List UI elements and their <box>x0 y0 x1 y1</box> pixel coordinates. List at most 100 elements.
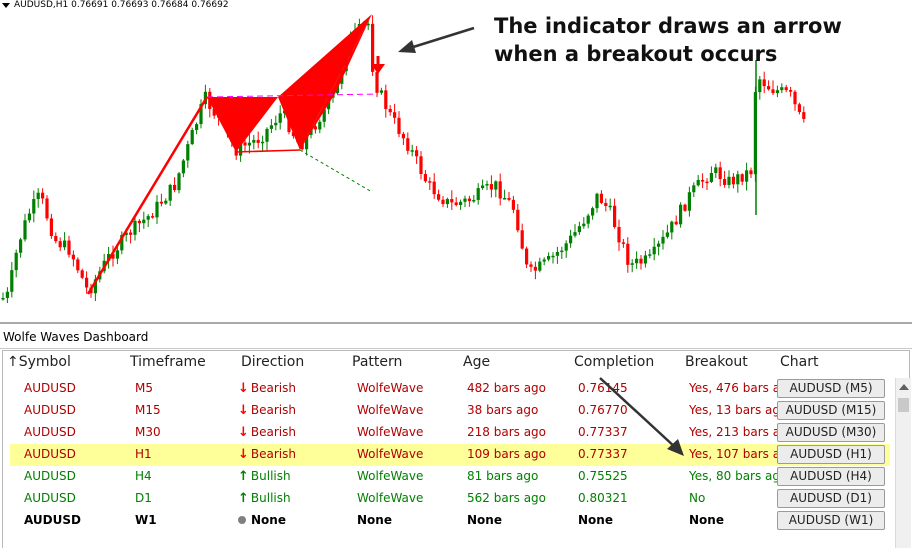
wolfe-waves-dashboard: Wolfe Waves Dashboard ↑Symbol Timeframe … <box>0 324 912 548</box>
candle-body <box>195 124 199 131</box>
candle-body <box>701 179 705 182</box>
column-header-breakout[interactable]: Breakout <box>685 354 748 370</box>
column-header-age[interactable]: Age <box>463 354 491 370</box>
table-row[interactable]: AUDUSD H4 ↑ Bullish WolfeWave 81 bars ago… <box>10 466 890 488</box>
candle-body <box>159 201 163 204</box>
cell-age: 562 bars ago <box>467 491 547 505</box>
bearish-arrow-icon: ↓ <box>238 403 249 418</box>
cell-completion: 0.76145 <box>578 381 628 395</box>
candle-body <box>252 139 256 143</box>
candle-body <box>437 194 441 200</box>
candle-body <box>63 240 67 248</box>
candle-body <box>186 144 190 161</box>
candle-body <box>652 246 656 255</box>
dashboard-title: Wolfe Waves Dashboard <box>3 330 149 344</box>
cell-direction: ↑ Bullish <box>238 469 291 484</box>
candle-body <box>731 176 735 185</box>
candle-body <box>696 179 700 186</box>
candle-body <box>608 205 612 208</box>
candle-body <box>1 297 5 300</box>
scrollbar-thumb[interactable] <box>898 398 909 412</box>
cell-breakout: No <box>689 491 706 505</box>
candle-body <box>670 221 674 233</box>
bearish-arrow-icon: ↓ <box>238 447 249 462</box>
candle-body <box>243 142 247 146</box>
candle-body <box>388 108 392 113</box>
candle-body <box>736 174 740 185</box>
column-header-chart[interactable]: Chart <box>780 354 819 370</box>
open-chart-button[interactable]: AUDUSD (W1) <box>777 511 885 530</box>
open-chart-button[interactable]: AUDUSD (D1) <box>777 489 885 508</box>
open-chart-button[interactable]: AUDUSD (H1) <box>777 445 885 464</box>
candle-body <box>511 199 515 210</box>
candle-body <box>745 170 749 182</box>
candle-body <box>692 185 696 193</box>
panel-splitter[interactable] <box>0 322 912 324</box>
candle-body <box>36 192 40 200</box>
table-row-selected[interactable]: AUDUSD H1 ↓ Bearish WolfeWave 109 bars ag… <box>10 444 890 466</box>
cell-pattern: WolfeWave <box>357 381 424 395</box>
candle-body <box>533 266 537 271</box>
candle-body <box>142 219 146 224</box>
title-separator <box>0 348 912 349</box>
column-header-symbol[interactable]: ↑Symbol <box>7 354 71 370</box>
cell-symbol: AUDUSD <box>24 403 76 417</box>
table-row[interactable]: AUDUSD M15 ↓ Bearish WolfeWave 38 bars ag… <box>10 400 890 422</box>
chart-menu-dropdown-icon[interactable] <box>2 3 10 8</box>
cell-direction: ↓ Bearish <box>238 447 296 462</box>
callout-line-2: when a breakout occurs <box>494 42 778 66</box>
candle-body <box>723 179 727 185</box>
candle-body <box>265 128 269 142</box>
candle-body <box>520 230 524 249</box>
cell-timeframe: M5 <box>135 381 153 395</box>
candle-body <box>410 150 414 152</box>
candle-body <box>481 185 485 189</box>
candle-body <box>54 235 58 242</box>
candle-body <box>516 209 520 231</box>
column-header-pattern[interactable]: Pattern <box>352 354 403 370</box>
candle-body <box>93 279 97 294</box>
bullish-arrow-icon: ↑ <box>238 469 249 484</box>
column-header-completion[interactable]: Completion <box>574 354 655 370</box>
candle-body <box>14 252 18 271</box>
candle-body <box>525 248 529 265</box>
table-row[interactable]: AUDUSD W1 None None None None None AUDUS… <box>10 510 890 532</box>
candle-body <box>190 130 194 145</box>
candle-body <box>80 270 84 278</box>
candle-body <box>371 23 375 72</box>
candle-body <box>630 263 634 265</box>
table-row[interactable]: AUDUSD M5 ↓ Bearish WolfeWave 482 bars ag… <box>10 378 890 400</box>
open-chart-button[interactable]: AUDUSD (H4) <box>777 467 885 486</box>
scroll-up-arrow-icon[interactable] <box>899 384 909 390</box>
candle-body <box>595 193 599 209</box>
cell-breakout: Yes, 213 bars a <box>689 425 781 439</box>
candle-body <box>85 277 89 288</box>
candle-body <box>151 216 155 218</box>
annotation-arrow <box>409 26 475 50</box>
open-chart-button[interactable]: AUDUSD (M15) <box>777 401 885 420</box>
cell-completion: 0.76770 <box>578 403 628 417</box>
candle-body <box>305 134 309 150</box>
vertical-scrollbar[interactable] <box>895 378 911 548</box>
candle-body <box>498 181 502 199</box>
candle-body <box>661 236 665 244</box>
candle-body <box>485 184 489 186</box>
candle-body <box>269 125 273 129</box>
open-chart-button[interactable]: AUDUSD (M5) <box>777 379 885 398</box>
wolfe-wave-triangle <box>278 14 372 150</box>
price-chart[interactable]: AUDUSD,H1 0.76691 0.76693 0.76684 0.7669… <box>0 0 912 322</box>
table-row[interactable]: AUDUSD M30 ↓ Bearish WolfeWave 218 bars a… <box>10 422 890 444</box>
candle-body <box>771 89 775 94</box>
column-header-timeframe[interactable]: Timeframe <box>130 354 206 370</box>
cell-direction: ↓ Bearish <box>238 403 296 418</box>
candle-body <box>529 264 533 267</box>
cell-breakout: None <box>689 513 724 527</box>
candle-body <box>687 192 691 211</box>
open-chart-button[interactable]: AUDUSD (M30) <box>777 423 885 442</box>
chart-symbol-title: AUDUSD,H1 0.76691 0.76693 0.76684 0.7669… <box>14 0 229 10</box>
column-header-direction[interactable]: Direction <box>241 354 305 370</box>
candle-body <box>577 226 581 233</box>
sort-ascending-icon: ↑ <box>7 354 19 370</box>
candle-body <box>375 71 379 93</box>
table-row[interactable]: AUDUSD D1 ↑ Bullish WolfeWave 562 bars ag… <box>10 488 890 510</box>
